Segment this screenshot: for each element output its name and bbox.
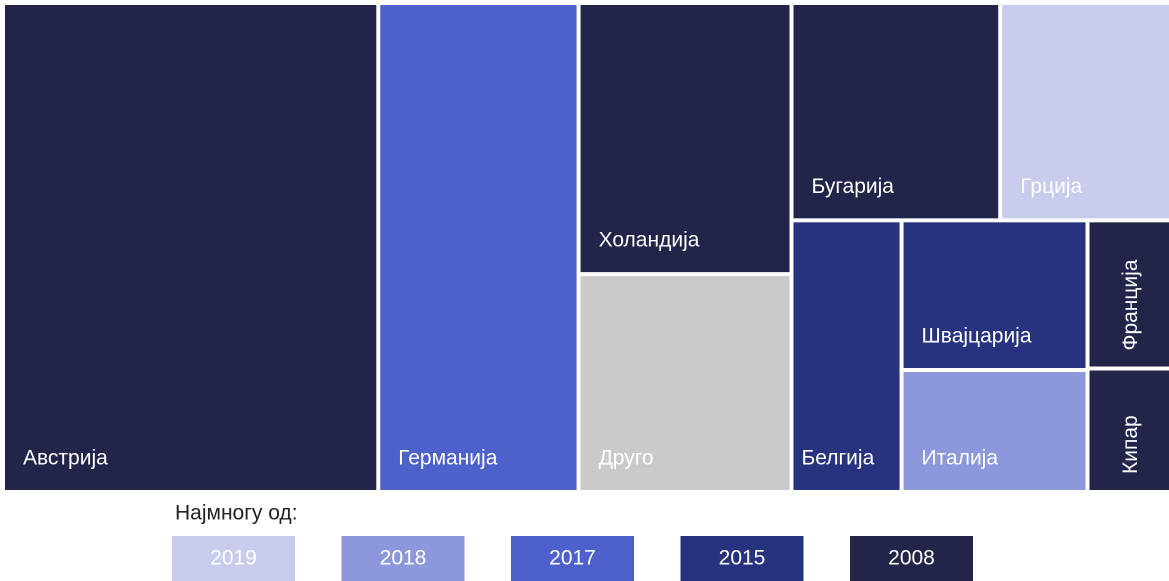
treemap-cell <box>5 5 377 490</box>
cell-label: Белгија <box>802 447 875 470</box>
cell-label: Швајцарија <box>922 325 1032 348</box>
legend-swatch <box>172 536 295 581</box>
treemap-cell <box>1089 222 1169 367</box>
treemap-cell <box>1002 5 1169 219</box>
legend-label: 2008 <box>888 547 935 570</box>
treemap-cell <box>903 222 1086 369</box>
cell-label: Друго <box>599 447 654 470</box>
cell-label: Бугарија <box>812 175 895 198</box>
legend-title: Најмногу од: <box>175 502 298 525</box>
cell-label: Италија <box>922 447 999 470</box>
cell-label: Холандија <box>599 229 700 252</box>
legend-label: 2017 <box>549 547 596 570</box>
cell-label: Кипар <box>1119 415 1142 474</box>
treemap-cell <box>580 5 790 273</box>
cell-label: Германија <box>398 447 497 470</box>
legend-swatch <box>341 536 465 581</box>
treemap-cell <box>793 5 999 219</box>
cell-label: Австрија <box>23 447 108 470</box>
legend-swatch <box>680 536 804 581</box>
treemap-cell <box>580 276 790 490</box>
cell-label: Грција <box>1020 175 1082 198</box>
legend-label: 2019 <box>210 547 257 570</box>
legend-swatch <box>850 536 973 581</box>
legend-swatch <box>511 536 634 581</box>
legend-label: 2015 <box>719 547 766 570</box>
treemap-cell <box>793 222 900 491</box>
treemap-cell <box>903 372 1086 490</box>
legend-label: 2018 <box>380 547 427 570</box>
treemap-cell <box>1089 370 1169 490</box>
treemap-cell <box>380 5 577 490</box>
cell-label: Франција <box>1119 259 1142 350</box>
